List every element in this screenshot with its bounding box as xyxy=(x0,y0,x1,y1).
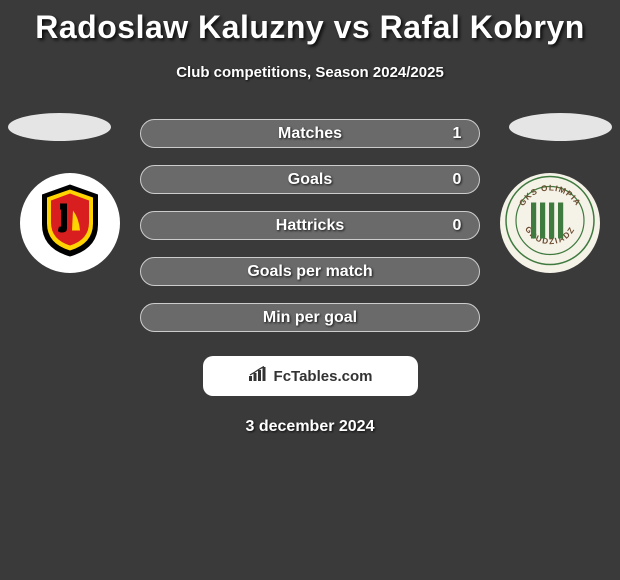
chart-bars-icon xyxy=(248,366,268,387)
page-title: Radoslaw Kaluzny vs Rafal Kobryn xyxy=(0,9,620,46)
stat-label: Goals per match xyxy=(247,263,372,281)
stat-right-value: 0 xyxy=(451,171,463,189)
stat-label: Matches xyxy=(278,125,342,143)
stat-row-matches: . Matches 1 xyxy=(140,119,480,148)
stat-row-min-per-goal: . Min per goal . xyxy=(140,303,480,332)
brand-text: FcTables.com xyxy=(274,368,373,385)
stat-right-value: 1 xyxy=(451,125,463,143)
stat-row-goals-per-match: . Goals per match . xyxy=(140,257,480,286)
main-area: GKS OLIMPIA GRUDZIADZ . Matches 1 xyxy=(0,119,620,332)
team-badge-right: GKS OLIMPIA GRUDZIADZ xyxy=(500,173,600,273)
stat-row-hattricks: . Hattricks 0 xyxy=(140,211,480,240)
stat-label: Min per goal xyxy=(263,309,357,327)
stat-label: Hattricks xyxy=(276,217,344,235)
player-ellipse-right xyxy=(509,113,612,141)
page-subtitle: Club competitions, Season 2024/2025 xyxy=(0,64,620,81)
stat-label: Goals xyxy=(288,171,332,189)
player-ellipse-left xyxy=(8,113,111,141)
team-badge-left xyxy=(20,173,120,273)
stat-row-goals: . Goals 0 xyxy=(140,165,480,194)
date-text: 3 december 2024 xyxy=(0,418,620,436)
team-crest-right: GKS OLIMPIA GRUDZIADZ xyxy=(504,175,596,272)
brand-box: FcTables.com xyxy=(203,356,418,396)
stat-right-value: 0 xyxy=(451,217,463,235)
team-crest-left xyxy=(38,183,102,264)
comparison-card: Radoslaw Kaluzny vs Rafal Kobryn Club co… xyxy=(0,0,620,441)
